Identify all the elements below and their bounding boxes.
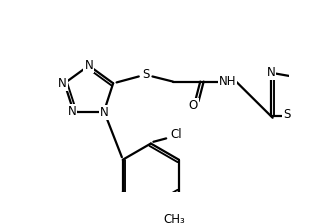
Text: N: N bbox=[85, 59, 93, 72]
Text: N: N bbox=[58, 77, 67, 90]
Text: S: S bbox=[142, 68, 149, 81]
Text: O: O bbox=[189, 99, 198, 112]
Text: Cl: Cl bbox=[171, 129, 182, 142]
Text: N: N bbox=[68, 106, 76, 118]
Text: N: N bbox=[100, 106, 109, 119]
Text: S: S bbox=[283, 108, 290, 121]
Text: N: N bbox=[266, 66, 275, 79]
Text: NH: NH bbox=[219, 75, 236, 88]
Text: CH₃: CH₃ bbox=[164, 213, 186, 224]
